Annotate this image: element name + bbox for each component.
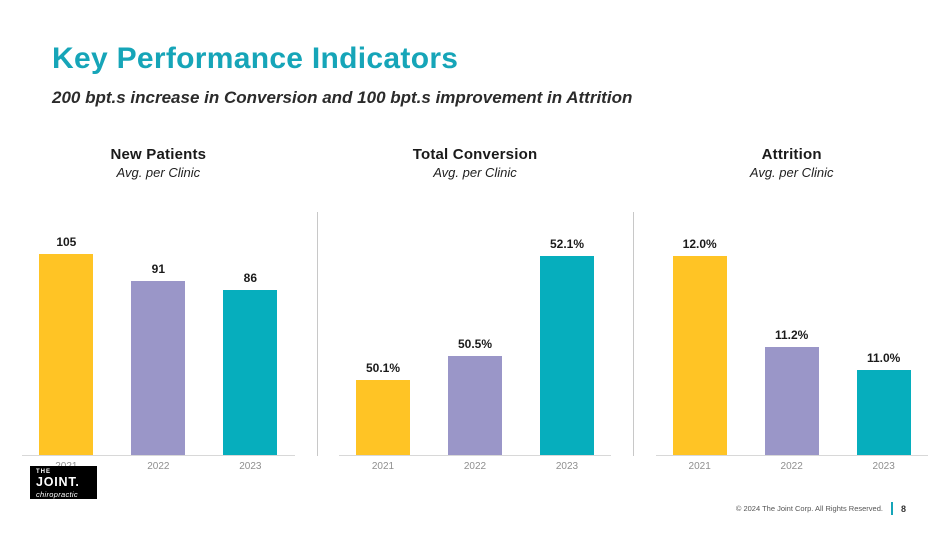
x-axis-label: 2022: [780, 461, 803, 472]
bar: [764, 347, 819, 455]
charts-row: New Patients Avg. per Clinic 105 91 86 202…: [0, 138, 950, 483]
slide-subtitle: 200 bpt.s increase in Conversion and 100…: [52, 88, 633, 107]
chart-divider: [633, 212, 635, 456]
total-conversion-chart: Total Conversion Avg. per Clinic 50.1% 50…: [317, 138, 634, 483]
x-axis-line: [338, 455, 612, 456]
logo-text-the: THE: [36, 469, 51, 475]
chart-title: New Patients: [110, 146, 207, 163]
x-axis-label: 2022: [147, 461, 170, 472]
bar-group: 105: [39, 235, 94, 455]
bar-group: 50.1%: [356, 361, 410, 455]
bar-value-label: 52.1%: [549, 237, 585, 251]
chart-subtitle: Avg. per Clinic: [433, 165, 517, 180]
bar-value-label: 50.1%: [365, 361, 401, 375]
x-axis-label: 2023: [872, 461, 895, 472]
x-axis-label: 2021: [371, 461, 395, 472]
page-number: 8: [900, 503, 906, 514]
year-labels: 2021 2022 2023: [356, 461, 594, 472]
bar: [856, 370, 911, 455]
year-labels: 2021 2022 2023: [673, 461, 911, 472]
page-title: Key Performance Indicators: [52, 42, 459, 75]
chart-header: New Patients Avg. per Clinic: [110, 138, 206, 230]
bar-value-label: 12.0%: [682, 237, 717, 251]
x-axis-label: 2023: [239, 461, 262, 472]
chart-header: Attrition Avg. per Clinic: [750, 138, 834, 230]
chart-title: Total Conversion: [412, 146, 538, 163]
chart-subtitle: Avg. per Clinic: [749, 165, 834, 180]
bar-group: 11.2%: [764, 328, 819, 455]
footer-separator: [890, 502, 893, 515]
x-axis-line: [22, 455, 295, 456]
bar: [672, 256, 727, 455]
bars: 105 91 86: [39, 230, 278, 455]
bar-group: 91: [131, 262, 186, 455]
bar-group: 86: [223, 271, 278, 455]
copyright-text: © 2024 The Joint Corp. All Rights Reserv…: [735, 504, 883, 513]
bar-group: 50.5%: [448, 337, 502, 455]
x-axis-label: 2023: [555, 461, 579, 472]
slide-footer: © 2024 The Joint Corp. All Rights Reserv…: [736, 502, 906, 515]
bar: [39, 254, 94, 455]
bar: [356, 380, 410, 455]
x-axis-line: [655, 455, 928, 456]
x-axis-label: 2022: [463, 461, 487, 472]
attrition-chart: Attrition Avg. per Clinic 12.0% 11.2% 11.0…: [633, 138, 950, 483]
chart-header: Total Conversion Avg. per Clinic: [413, 138, 538, 230]
bar-value-label: 105: [56, 235, 77, 249]
bar: [448, 356, 502, 455]
bar-value-label: 11.2%: [774, 328, 809, 342]
the-joint-chiropractic-logo: THE JOINT. chiropractic: [30, 466, 97, 499]
bar: [540, 256, 594, 455]
bar-value-label: 86: [243, 271, 257, 285]
chart-divider: [316, 212, 318, 456]
bar-group: 52.1%: [540, 237, 594, 455]
bar: [223, 290, 278, 455]
logo-text-joint: JOINT.: [36, 475, 80, 489]
logo-text-chiropractic: chiropractic: [36, 489, 78, 499]
x-axis-label: 2021: [688, 461, 711, 472]
bar-group: 11.0%: [856, 351, 911, 455]
bars: 12.0% 11.2% 11.0%: [672, 230, 911, 455]
bar-value-label: 91: [151, 262, 165, 276]
new-patients-chart: New Patients Avg. per Clinic 105 91 86 202…: [0, 138, 317, 483]
bar: [131, 281, 186, 455]
bar-value-label: 50.5%: [457, 337, 493, 351]
bars: 50.1% 50.5% 52.1%: [356, 230, 594, 455]
chart-subtitle: Avg. per Clinic: [116, 165, 201, 180]
chart-title: Attrition: [761, 146, 822, 163]
bar-group: 12.0%: [672, 237, 727, 455]
bar-value-label: 11.0%: [866, 351, 901, 365]
